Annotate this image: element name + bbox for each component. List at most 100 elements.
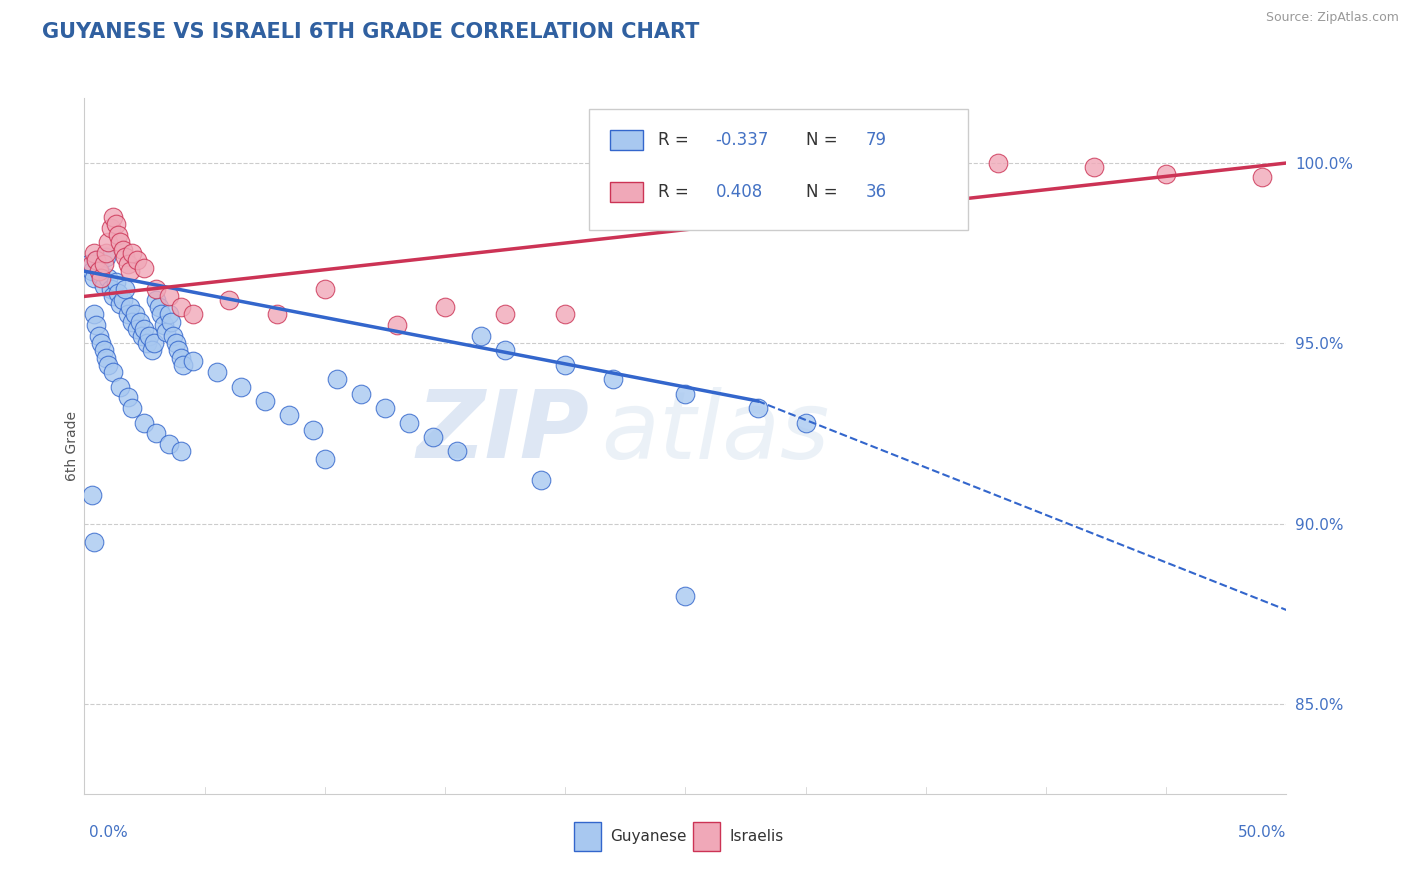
FancyBboxPatch shape xyxy=(589,109,967,230)
Point xyxy=(314,282,336,296)
Point xyxy=(218,293,240,307)
Point xyxy=(167,343,190,358)
Point xyxy=(83,534,105,549)
Point xyxy=(121,246,143,260)
Point xyxy=(169,300,191,314)
Text: R =: R = xyxy=(658,183,693,201)
Point xyxy=(103,289,125,303)
Point xyxy=(87,260,110,275)
Point xyxy=(111,243,134,257)
Point xyxy=(90,336,112,351)
Point xyxy=(83,271,105,285)
Point xyxy=(157,307,180,321)
Point xyxy=(229,379,252,393)
Point xyxy=(1251,170,1274,185)
Text: atlas: atlas xyxy=(602,386,830,477)
Point xyxy=(107,285,129,300)
Point xyxy=(165,336,187,351)
Point xyxy=(326,372,349,386)
Point xyxy=(93,257,115,271)
Point xyxy=(118,300,141,314)
Point xyxy=(83,307,105,321)
Point xyxy=(157,437,180,451)
Point xyxy=(134,416,156,430)
Bar xyxy=(693,822,720,851)
Point xyxy=(94,250,117,264)
Point xyxy=(253,393,276,408)
Point xyxy=(385,318,408,333)
Point xyxy=(205,365,228,379)
Point xyxy=(114,250,136,264)
Point xyxy=(107,228,129,243)
Point xyxy=(103,365,125,379)
Point xyxy=(145,426,167,441)
Point xyxy=(160,315,183,329)
Point xyxy=(90,271,112,285)
Text: ZIP: ZIP xyxy=(416,386,589,478)
Point xyxy=(121,315,143,329)
Text: N =: N = xyxy=(806,131,842,149)
Point xyxy=(1083,160,1105,174)
Point xyxy=(794,416,817,430)
Point xyxy=(145,293,167,307)
Point xyxy=(138,329,160,343)
Point xyxy=(87,329,110,343)
Point xyxy=(145,282,167,296)
Point xyxy=(135,336,157,351)
Point xyxy=(83,246,105,260)
Point xyxy=(494,343,516,358)
Text: -0.337: -0.337 xyxy=(716,131,769,149)
Text: Source: ZipAtlas.com: Source: ZipAtlas.com xyxy=(1265,11,1399,24)
Text: 0.0%: 0.0% xyxy=(89,825,128,840)
Point xyxy=(148,300,170,314)
Y-axis label: 6th Grade: 6th Grade xyxy=(65,411,79,481)
Point xyxy=(90,268,112,282)
Point xyxy=(124,307,146,321)
Point xyxy=(134,322,156,336)
Point xyxy=(172,358,194,372)
Point xyxy=(117,307,139,321)
Point xyxy=(162,329,184,343)
Point xyxy=(97,235,120,250)
Text: Guyanese: Guyanese xyxy=(610,829,686,844)
Point xyxy=(93,343,115,358)
Point xyxy=(675,386,697,401)
Point xyxy=(301,423,323,437)
Point xyxy=(143,336,166,351)
Point xyxy=(374,401,396,416)
Point xyxy=(169,444,191,458)
Point xyxy=(94,246,117,260)
Point xyxy=(127,322,149,336)
Point xyxy=(675,589,697,603)
Point xyxy=(80,257,103,271)
Point xyxy=(181,307,204,321)
Point xyxy=(277,409,299,423)
Text: N =: N = xyxy=(806,183,842,201)
Point xyxy=(97,358,120,372)
Point xyxy=(77,257,100,271)
Point xyxy=(97,271,120,285)
Point xyxy=(152,318,174,333)
Point xyxy=(100,220,122,235)
Point xyxy=(117,257,139,271)
Point xyxy=(131,329,153,343)
Point xyxy=(80,488,103,502)
FancyBboxPatch shape xyxy=(610,130,644,150)
Point xyxy=(890,163,912,178)
Point xyxy=(987,156,1010,170)
Text: 36: 36 xyxy=(866,183,887,201)
Text: 0.408: 0.408 xyxy=(716,183,762,201)
Point xyxy=(554,307,576,321)
Point xyxy=(118,264,141,278)
Point xyxy=(114,282,136,296)
Point xyxy=(422,430,444,444)
Point xyxy=(134,260,156,275)
Point xyxy=(128,315,150,329)
Point xyxy=(494,307,516,321)
Point xyxy=(530,473,553,487)
Point xyxy=(314,451,336,466)
Point xyxy=(104,217,127,231)
Point xyxy=(434,300,457,314)
Text: 79: 79 xyxy=(866,131,887,149)
Point xyxy=(266,307,288,321)
